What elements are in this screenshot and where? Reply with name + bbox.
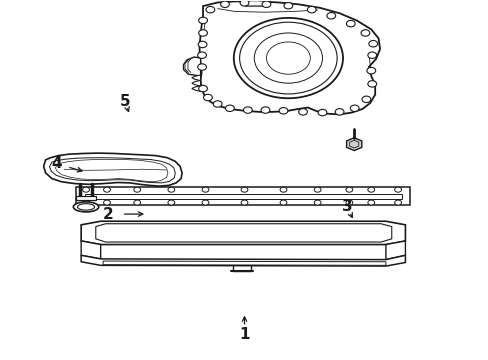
Polygon shape bbox=[81, 241, 101, 259]
Circle shape bbox=[202, 187, 208, 192]
Circle shape bbox=[280, 187, 286, 192]
Circle shape bbox=[213, 101, 222, 107]
Text: 2: 2 bbox=[102, 207, 113, 221]
Ellipse shape bbox=[77, 204, 94, 210]
Circle shape bbox=[202, 200, 208, 205]
Circle shape bbox=[345, 200, 352, 205]
Circle shape bbox=[334, 109, 343, 115]
Circle shape bbox=[198, 41, 206, 48]
Text: 3: 3 bbox=[341, 199, 351, 215]
Circle shape bbox=[298, 109, 307, 115]
Circle shape bbox=[167, 187, 174, 192]
Circle shape bbox=[280, 200, 286, 205]
Circle shape bbox=[367, 52, 376, 58]
Polygon shape bbox=[199, 1, 379, 114]
Circle shape bbox=[243, 107, 252, 113]
Polygon shape bbox=[96, 224, 391, 242]
Circle shape bbox=[82, 200, 89, 205]
Circle shape bbox=[198, 85, 207, 92]
Circle shape bbox=[197, 64, 206, 70]
Circle shape bbox=[266, 42, 310, 74]
Circle shape bbox=[367, 200, 374, 205]
Circle shape bbox=[361, 96, 370, 103]
Circle shape bbox=[220, 1, 229, 8]
Circle shape bbox=[134, 200, 141, 205]
Circle shape bbox=[198, 17, 207, 24]
Circle shape bbox=[103, 200, 110, 205]
Circle shape bbox=[367, 187, 374, 192]
Circle shape bbox=[314, 187, 321, 192]
Polygon shape bbox=[191, 86, 200, 91]
Circle shape bbox=[197, 52, 206, 58]
Circle shape bbox=[360, 30, 369, 36]
Circle shape bbox=[261, 107, 269, 113]
Polygon shape bbox=[385, 241, 405, 260]
Circle shape bbox=[233, 18, 342, 98]
Polygon shape bbox=[349, 140, 358, 148]
Circle shape bbox=[279, 108, 287, 114]
Circle shape bbox=[394, 187, 401, 192]
Circle shape bbox=[225, 105, 234, 112]
Polygon shape bbox=[81, 221, 405, 244]
Polygon shape bbox=[191, 75, 200, 81]
Polygon shape bbox=[43, 153, 182, 186]
Circle shape bbox=[366, 67, 375, 74]
Polygon shape bbox=[81, 255, 405, 266]
Ellipse shape bbox=[73, 202, 99, 212]
Text: 5: 5 bbox=[120, 94, 130, 109]
Text: 1: 1 bbox=[239, 327, 249, 342]
Polygon shape bbox=[76, 187, 409, 205]
Circle shape bbox=[346, 21, 354, 27]
Circle shape bbox=[167, 200, 174, 205]
Circle shape bbox=[368, 41, 377, 47]
Circle shape bbox=[349, 105, 358, 112]
Circle shape bbox=[314, 200, 321, 205]
Polygon shape bbox=[191, 80, 200, 86]
Circle shape bbox=[134, 187, 141, 192]
Circle shape bbox=[262, 1, 270, 8]
Text: 4: 4 bbox=[51, 156, 62, 171]
Circle shape bbox=[241, 187, 247, 192]
Circle shape bbox=[307, 6, 316, 13]
Circle shape bbox=[394, 200, 401, 205]
Polygon shape bbox=[76, 196, 96, 200]
Circle shape bbox=[326, 13, 335, 19]
Circle shape bbox=[254, 33, 322, 83]
Circle shape bbox=[205, 6, 214, 13]
Circle shape bbox=[240, 0, 248, 6]
Circle shape bbox=[82, 187, 89, 192]
Polygon shape bbox=[244, 1, 266, 6]
Circle shape bbox=[239, 22, 336, 94]
Circle shape bbox=[345, 187, 352, 192]
Circle shape bbox=[203, 94, 212, 101]
Circle shape bbox=[367, 81, 376, 87]
Circle shape bbox=[284, 3, 292, 9]
Circle shape bbox=[103, 187, 110, 192]
Polygon shape bbox=[183, 57, 200, 76]
Polygon shape bbox=[346, 138, 361, 150]
Polygon shape bbox=[103, 261, 385, 265]
Circle shape bbox=[318, 109, 326, 116]
Circle shape bbox=[198, 30, 207, 36]
Circle shape bbox=[241, 200, 247, 205]
